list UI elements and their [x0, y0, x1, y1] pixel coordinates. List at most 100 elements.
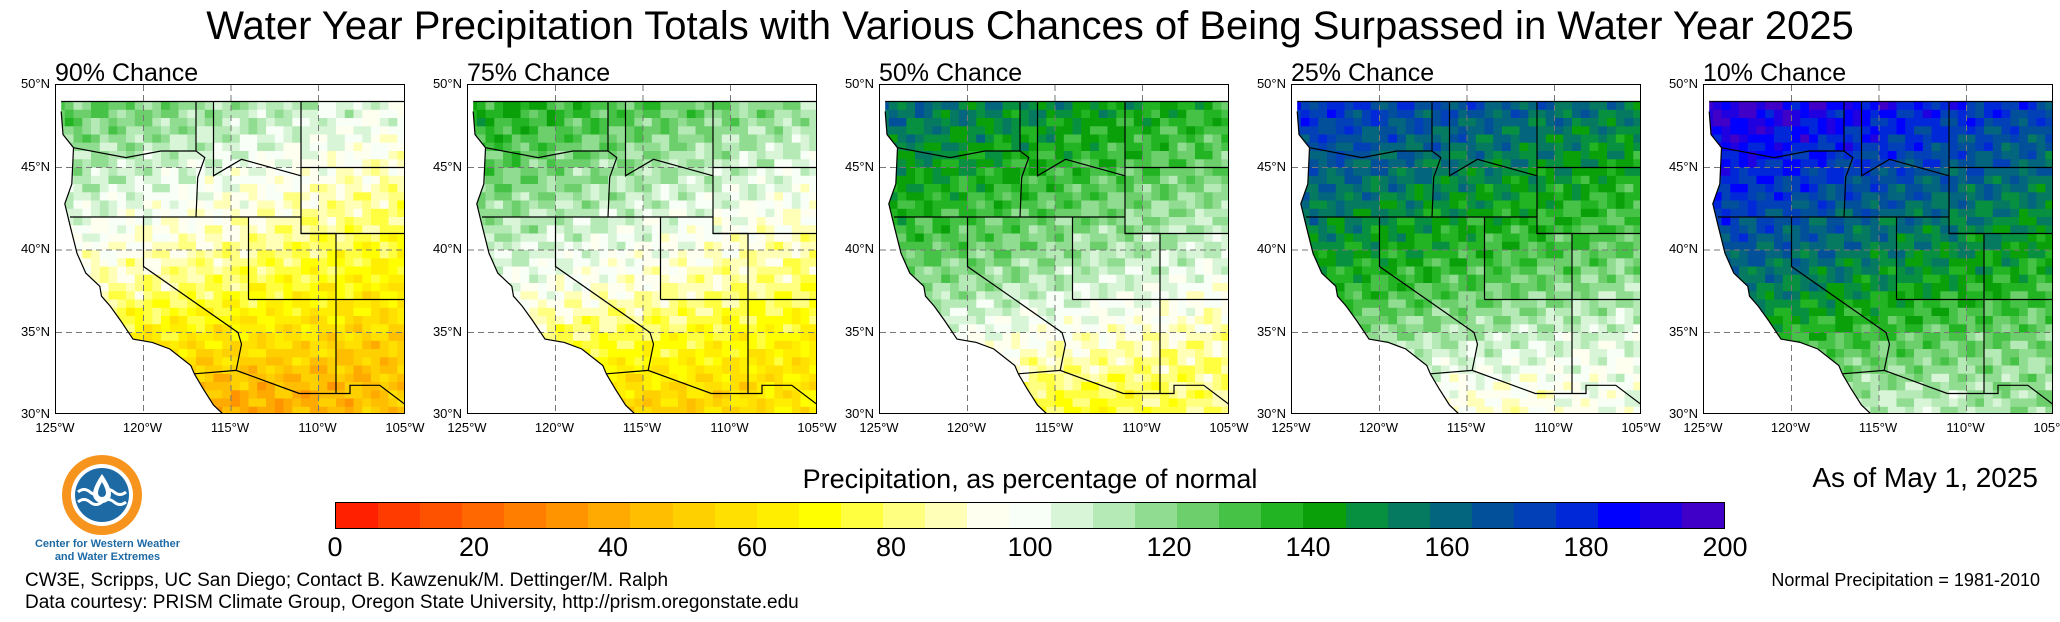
lat-tick-label: 30°N	[1668, 406, 1698, 421]
precip-field	[468, 85, 816, 413]
lat-tick-label: 35°N	[1668, 323, 1698, 339]
colorbar-swatch	[1471, 503, 1514, 528]
boundary-line	[195, 101, 206, 218]
lat-tick-label: 40°N	[1256, 241, 1286, 256]
precip-field	[880, 85, 1228, 413]
normal-period-note: Normal Precipitation = 1981-2010	[1771, 570, 2040, 590]
lat-tick-label: 50°N	[1668, 76, 1698, 91]
boundary-line	[1841, 373, 1871, 413]
boundary-line	[1571, 298, 1640, 394]
lon-tick-label: 115°W	[1446, 420, 1486, 435]
boundary-line	[1018, 369, 1228, 405]
colorbar-tick-label: 20	[458, 532, 490, 562]
lon-tick-label: 125°W	[35, 420, 75, 435]
colorbar-swatch	[672, 503, 715, 528]
lat-tick-label: 40°N	[844, 241, 874, 256]
map-panel: 50% Chance 50°N 45°N 40°N 35°N 30°N 125°W 120°W…	[824, 59, 1249, 460]
precip-map	[1291, 84, 1641, 414]
lat-tick-label: 45°N	[20, 158, 50, 174]
lon-tick-label: 110°W	[1946, 420, 1985, 435]
map-panel: 90% Chance 50°N 45°N 40°N 35°N 30°N 125°W 120°W…	[0, 59, 425, 460]
logo-line-1: Center for Western Weather	[34, 538, 181, 550]
precip-map	[467, 84, 817, 414]
lat-tick-label: 40°N	[20, 241, 50, 256]
lat-tick-label: 50°N	[20, 76, 50, 91]
colorbar-swatch	[1387, 503, 1430, 528]
colorbar-swatch	[1051, 503, 1094, 528]
boundary-line	[1017, 373, 1047, 413]
boundary-line	[1429, 373, 1459, 413]
logo-icon	[62, 455, 142, 535]
colorbar-swatch	[924, 503, 967, 528]
lon-tick-label: 110°W	[710, 420, 749, 435]
colorbar-tick-label: 140	[1285, 532, 1331, 562]
lon-tick-label: 115°W	[1858, 420, 1898, 435]
boundary-line	[142, 217, 243, 371]
boundary-line	[485, 147, 608, 159]
lon-tick-label: 125°W	[1271, 420, 1311, 435]
colorbar-swatch	[630, 503, 673, 528]
lon-tick-label: 105°W	[2033, 420, 2060, 435]
panel-label: 25% Chance	[1291, 59, 1435, 87]
colorbar-swatch	[1009, 503, 1052, 528]
lat-tick-label: 30°N	[844, 406, 874, 421]
precip-field	[1292, 85, 1640, 413]
boundary-line	[605, 373, 635, 413]
lon-tick-label: 120°W	[122, 420, 163, 435]
boundary-line	[897, 147, 1020, 159]
boundary-line	[1860, 101, 1950, 177]
lon-tick-label: 105°W	[1621, 420, 1661, 435]
colorbar-tick-label: 120	[1146, 532, 1192, 562]
precip-field	[1704, 85, 2052, 413]
colorbar-swatch	[882, 503, 925, 528]
colorbar-swatch	[462, 503, 505, 528]
boundary-line	[73, 147, 196, 159]
boundary-line	[472, 111, 607, 375]
credit-line-1: CW3E, Scripps, UC San Diego; Contact B. …	[25, 570, 669, 591]
lat-tick-label: 30°N	[1256, 406, 1286, 421]
colorbar-swatch	[1682, 503, 1725, 528]
colorbar-swatch	[756, 503, 799, 528]
map-panel: 10% Chance 50°N 45°N 40°N 35°N 30°N 125°W 120°W…	[1648, 59, 2060, 460]
colorbar-swatch	[1639, 503, 1682, 528]
boundary-line	[1296, 111, 1431, 375]
colorbar-swatch	[714, 503, 757, 528]
lon-tick-label: 120°W	[1358, 420, 1399, 435]
boundary-line	[1790, 217, 1891, 371]
colorbar-swatch	[1555, 503, 1598, 528]
cw3e-logo: Center for Western Weather and Water Ext…	[20, 452, 195, 572]
lat-tick-label: 50°N	[1256, 76, 1286, 91]
colorbar-swatch	[504, 503, 547, 528]
boundary-line	[335, 298, 404, 394]
colorbar-swatch	[378, 503, 421, 528]
colorbar-title: Precipitation, as percentage of normal	[802, 464, 1258, 494]
panel-label: 90% Chance	[55, 59, 199, 87]
boundary-line	[1431, 101, 1442, 218]
lat-tick-label: 40°N	[432, 241, 462, 256]
colorbar-tick-label: 160	[1424, 532, 1470, 562]
boundary-line	[212, 101, 302, 177]
boundary-line	[193, 373, 223, 413]
colorbar-swatch	[1597, 503, 1640, 528]
boundary-line	[1708, 111, 1843, 375]
lat-tick-label: 45°N	[1256, 158, 1286, 174]
boundary-line	[1159, 298, 1228, 394]
boundary-line	[1983, 298, 2052, 394]
boundary-line	[1843, 101, 1854, 218]
colorbar-swatch	[840, 503, 883, 528]
colorbar-swatch	[420, 503, 463, 528]
lat-tick-label: 50°N	[432, 76, 462, 91]
logo-text: Center for Western Weather and Water Ext…	[20, 538, 195, 564]
lon-tick-label: 115°W	[210, 420, 250, 435]
lat-tick-label: 45°N	[432, 158, 462, 174]
boundary-line	[966, 217, 1067, 371]
colorbar-tick-label: 0	[327, 532, 343, 562]
lat-tick-label: 40°N	[1668, 241, 1698, 256]
colorbar-swatch	[798, 503, 841, 528]
lon-tick-label: 105°W	[797, 420, 837, 435]
colorbar-swatch	[336, 503, 379, 528]
colorbar-swatch	[1219, 503, 1262, 528]
colorbar-swatch	[1177, 503, 1220, 528]
boundary-line	[624, 101, 714, 177]
as-of-date: As of May 1, 2025	[1812, 462, 2038, 493]
